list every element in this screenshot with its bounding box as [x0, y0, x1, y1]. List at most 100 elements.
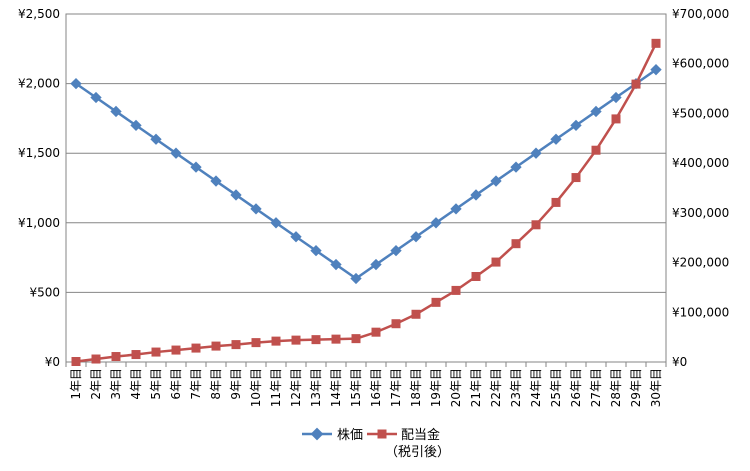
legend-label-dividend: 配当金: [401, 427, 440, 443]
x-axis-tick-label: 30年目: [649, 368, 663, 407]
x-axis-tick-label: 18年目: [409, 368, 423, 407]
x-axis-tick-label: 10年目: [249, 368, 263, 407]
left-axis-tick-label: ¥1,000: [18, 216, 60, 230]
data-point-stock: [290, 231, 302, 243]
x-axis-tick-label: 2年目: [89, 368, 103, 400]
data-point-dividend: [351, 334, 361, 344]
x-axis-tick-label: 8年目: [209, 368, 223, 400]
series-markers: [70, 38, 662, 367]
x-axis-tick-label: 23年目: [509, 368, 523, 407]
data-point-stock: [530, 147, 542, 159]
x-axis-tick-label: 3年目: [109, 368, 123, 400]
data-point-stock: [450, 203, 462, 215]
data-point-dividend: [191, 343, 201, 353]
x-axis-tick-label: 5年目: [149, 368, 163, 400]
data-point-dividend: [311, 335, 321, 345]
legend-marker-dividend: [377, 429, 387, 439]
left-axis-tick-label: ¥2,500: [18, 7, 60, 21]
data-point-stock: [510, 161, 522, 173]
data-point-dividend: [431, 297, 441, 307]
data-point-dividend: [611, 114, 621, 124]
x-axis-tick-label: 9年目: [229, 368, 243, 400]
data-point-dividend: [151, 347, 161, 357]
x-axis-tick-label: 13年目: [309, 368, 323, 407]
x-axis-tick-label: 29年目: [629, 368, 643, 407]
data-point-stock: [490, 175, 502, 187]
legend: 株価 配当金 （税引後）: [302, 427, 450, 460]
data-point-dividend: [591, 145, 601, 155]
data-point-stock: [370, 258, 382, 271]
data-point-dividend: [551, 197, 561, 207]
right-axis-tick-label: ¥200,000: [672, 256, 729, 270]
plot-area-border: [65, 13, 667, 363]
right-axis-tick-label: ¥600,000: [672, 57, 729, 71]
data-point-dividend: [391, 319, 401, 329]
data-point-dividend: [451, 285, 461, 295]
right-axis-tick-label: ¥300,000: [672, 206, 729, 220]
data-point-stock: [250, 203, 262, 215]
data-point-stock: [150, 133, 162, 145]
x-axis-tick-label: 6年目: [169, 368, 183, 400]
left-axis-tick-label: ¥2,000: [18, 77, 60, 91]
data-point-stock: [550, 133, 562, 145]
data-point-dividend: [171, 345, 181, 355]
data-point-dividend: [651, 38, 661, 48]
left-axis-tick-label: ¥500: [29, 285, 60, 299]
data-point-dividend: [111, 352, 121, 362]
x-axis-tick-label: 28年目: [609, 368, 623, 407]
data-point-stock: [170, 147, 182, 159]
x-axis-tick-label: 21年目: [469, 368, 483, 407]
data-point-dividend: [491, 257, 501, 267]
data-point-stock: [210, 175, 222, 187]
data-point-stock: [230, 189, 242, 201]
data-point-dividend: [371, 327, 381, 337]
data-point-dividend: [531, 220, 541, 230]
right-axis-tick-label: ¥500,000: [672, 106, 729, 120]
x-axis-tick-label: 4年目: [129, 368, 143, 400]
x-axis-tick-label: 22年目: [489, 368, 503, 407]
data-point-stock: [330, 258, 342, 271]
series-line-0: [75, 68, 657, 280]
x-axis-tick-label: 20年目: [449, 368, 463, 407]
data-point-stock: [350, 272, 362, 285]
legend-label-stock: 株価: [337, 428, 363, 443]
data-point-dividend: [251, 338, 261, 348]
data-point-dividend: [471, 271, 481, 281]
legend-marker-stock: [310, 427, 324, 441]
x-axis-tick-label: 1年目: [69, 368, 83, 400]
x-axis-tick-label: 19年目: [429, 368, 443, 407]
series-lines: [75, 42, 658, 363]
x-axis-tick-label: 11年目: [269, 368, 283, 407]
data-point-stock: [430, 217, 442, 229]
data-point-stock: [470, 189, 482, 201]
data-point-dividend: [291, 335, 301, 345]
data-point-stock: [190, 161, 202, 173]
data-point-dividend: [571, 173, 581, 183]
right-axis-tick-label: ¥0: [672, 355, 687, 369]
x-axis-tick-label: 17年目: [389, 368, 403, 407]
legend-label-dividend-sub: （税引後）: [385, 445, 450, 460]
right-axis-tick-label: ¥700,000: [672, 7, 729, 21]
x-axis-tick-label: 26年目: [569, 368, 583, 407]
data-point-dividend: [511, 239, 521, 249]
gridlines: [65, 13, 667, 363]
data-point-dividend: [331, 334, 341, 344]
data-point-dividend: [131, 350, 141, 360]
data-point-stock: [310, 244, 322, 257]
x-axis-tick-label: 7年目: [189, 368, 203, 400]
x-axis-tick-label: 14年目: [329, 368, 343, 407]
data-point-dividend: [71, 357, 81, 367]
x-axis-tick-label: 27年目: [589, 368, 603, 407]
x-axis-ticks: 1年目 2年目 3年目 4年目 5年目 6年目 7年目 8年目 9年目 10年目 11年目 12年目 1…: [65, 362, 667, 407]
right-axis-tick-label: ¥100,000: [672, 305, 729, 319]
x-axis-tick-label: 16年目: [369, 368, 383, 407]
data-point-dividend: [91, 354, 101, 364]
left-axis-tick-label: ¥0: [45, 355, 60, 369]
x-axis-tick-label: 25年目: [549, 368, 563, 407]
left-axis-tick-label: ¥1,500: [18, 146, 60, 160]
right-axis-tick-label: ¥400,000: [672, 156, 729, 170]
series-line-1: [75, 42, 658, 363]
data-point-dividend: [231, 340, 241, 350]
data-point-dividend: [631, 79, 641, 89]
